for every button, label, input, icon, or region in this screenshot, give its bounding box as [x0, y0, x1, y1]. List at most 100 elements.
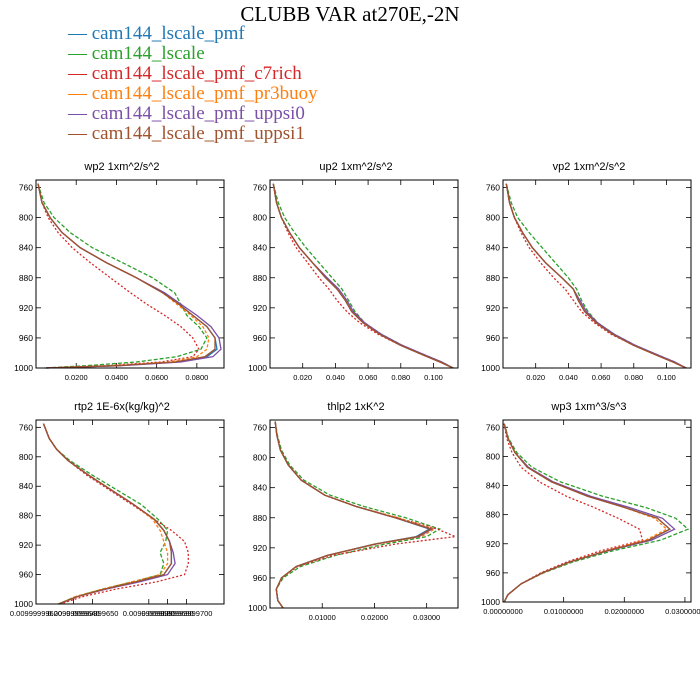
chart-title: up2 1xm^2/s^2: [319, 161, 392, 173]
x-tick-label: 0.020: [293, 373, 312, 382]
y-tick-label: 840: [19, 481, 33, 491]
y-tick-label: 800: [19, 213, 33, 223]
y-tick-label: 960: [253, 333, 267, 343]
y-tick-label: 920: [253, 303, 267, 313]
legend-marker: —: [68, 43, 92, 64]
series-line: [42, 423, 169, 605]
x-tick-label: 0.0800: [185, 373, 208, 382]
x-tick-label: 0.02000000: [604, 607, 644, 616]
chart-title: rtp2 1E-6x(kg/kg)^2: [74, 401, 170, 413]
series-line: [272, 183, 454, 369]
legend: — cam144_lscale_pmf — cam144_lscale — cam1…: [68, 24, 318, 144]
y-tick-label: 1000: [14, 599, 33, 609]
y-tick-label: 880: [486, 510, 500, 520]
legend-marker: —: [68, 23, 92, 44]
series-line: [42, 423, 173, 605]
series-line: [503, 423, 671, 603]
x-tick-label: 0.020: [526, 373, 545, 382]
y-tick-label: 920: [486, 303, 500, 313]
y-tick-label: 880: [253, 273, 267, 283]
series-line: [505, 183, 687, 369]
y-tick-label: 960: [486, 568, 500, 578]
legend-marker: —: [68, 63, 92, 84]
series-line: [274, 421, 458, 609]
figure-title: CLUBB VAR at270E,-2N: [240, 2, 460, 26]
series-line: [505, 183, 687, 369]
legend-marker: —: [68, 83, 92, 104]
series-line: [505, 183, 687, 369]
y-tick-label: 1000: [248, 363, 267, 373]
x-tick-label: 0.100: [424, 373, 443, 382]
y-tick-label: 840: [253, 483, 267, 493]
legend-label: cam144_lscale_pmf_uppsi1: [91, 123, 305, 144]
chart-panel: wp3 1xm^3/s^3 760 800 840 880 920 960 10000.000…: [481, 401, 700, 616]
x-tick-label: 0.00999999640: [48, 609, 100, 618]
legend-label: cam144_lscale_pmf: [91, 23, 245, 44]
y-tick-label: 800: [486, 451, 500, 461]
plot-frame: [35, 179, 225, 369]
y-tick-label: 960: [19, 333, 33, 343]
y-tick-label: 800: [253, 453, 267, 463]
y-tick-label: 920: [253, 543, 267, 553]
x-tick-label: 0.00999999690: [142, 609, 194, 618]
series-line: [274, 421, 433, 609]
x-tick-label: 0.00999999620: [10, 609, 62, 618]
chart-title: vp2 1xm^2/s^2: [553, 161, 626, 173]
chart-title: thlp2 1xK^2: [327, 401, 384, 413]
x-tick-label: 0.040: [559, 373, 578, 382]
x-tick-label: 0.040: [326, 373, 345, 382]
chart-panel: rtp2 1E-6x(kg/kg)^2 760 800 840 880 920 960 100…: [10, 401, 225, 618]
y-tick-label: 960: [19, 570, 33, 580]
y-tick-label: 840: [253, 243, 267, 253]
y-tick-label: 920: [19, 303, 33, 313]
chart-panel: vp2 1xm^2/s^2 760 800 840 880 920 960 1000 0.020…: [481, 161, 692, 382]
chart-panel: thlp2 1xK^2 760 800 840 880 920 960 1000 0.01000…: [248, 401, 459, 622]
x-tick-label: 0.00000000: [483, 607, 523, 616]
series-line: [272, 183, 454, 369]
series-line: [505, 183, 687, 369]
y-tick-label: 840: [486, 243, 500, 253]
series-line: [37, 183, 218, 369]
series-line: [37, 183, 216, 369]
y-tick-label: 960: [253, 573, 267, 583]
legend-label: cam144_lscale_pmf_pr3buoy: [91, 83, 318, 104]
chart-panel: wp2 1xm^2/s^2 760 800 840 880 920 960 1000 0.020…: [14, 161, 225, 382]
x-tick-label: 0.0600: [145, 373, 168, 382]
y-tick-label: 1000: [481, 363, 500, 373]
series-line: [274, 421, 434, 609]
series-line: [37, 183, 200, 369]
y-tick-label: 840: [19, 243, 33, 253]
series-line: [505, 183, 687, 369]
y-tick-label: 760: [19, 422, 33, 432]
series-line: [503, 423, 676, 603]
y-tick-label: 920: [19, 540, 33, 550]
y-tick-label: 800: [19, 452, 33, 462]
x-tick-label: 0.060: [592, 373, 611, 382]
series-line: [274, 421, 437, 609]
chart-panel: up2 1xm^2/s^2 760 800 840 880 920 960 1000 0.020…: [248, 161, 459, 382]
y-tick-label: 960: [486, 333, 500, 343]
series-line: [42, 423, 189, 605]
series-line: [272, 183, 454, 369]
plot-frame: [269, 179, 459, 369]
series-line: [503, 423, 644, 603]
y-tick-label: 880: [253, 513, 267, 523]
y-tick-label: 760: [486, 422, 500, 432]
y-tick-label: 880: [19, 511, 33, 521]
plot-frame: [35, 419, 225, 605]
y-tick-label: 760: [19, 183, 33, 193]
y-tick-label: 800: [253, 213, 267, 223]
x-tick-label: 0.00999999680: [123, 609, 175, 618]
x-tick-label: 0.03000: [413, 613, 440, 622]
series-line: [274, 421, 431, 609]
legend-label: cam144_lscale_pmf_uppsi0: [91, 103, 305, 124]
y-tick-label: 760: [253, 183, 267, 193]
y-tick-label: 760: [253, 423, 267, 433]
x-tick-label: 0.01000: [309, 613, 336, 622]
series-line: [42, 423, 169, 605]
y-tick-label: 880: [19, 273, 33, 283]
y-tick-label: 800: [486, 213, 500, 223]
series-line: [272, 183, 454, 369]
legend-item: — cam144_lscale_pmf_c7rich: [68, 64, 318, 84]
